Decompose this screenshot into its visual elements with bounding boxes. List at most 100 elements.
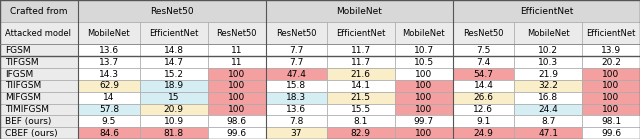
Bar xyxy=(207,115,266,127)
Bar xyxy=(140,80,207,92)
Bar xyxy=(514,115,582,127)
Bar xyxy=(327,22,395,44)
Bar xyxy=(207,92,266,104)
Text: 8.7: 8.7 xyxy=(541,117,556,126)
Text: 7.5: 7.5 xyxy=(476,46,491,55)
Text: 98.6: 98.6 xyxy=(227,117,246,126)
Text: TIFGSM: TIFGSM xyxy=(5,58,39,67)
Bar xyxy=(0,115,78,127)
Text: 47.1: 47.1 xyxy=(538,129,558,138)
Bar xyxy=(78,56,140,68)
Bar xyxy=(140,68,207,80)
Bar xyxy=(266,22,327,44)
Bar xyxy=(78,0,266,22)
Text: 99.6: 99.6 xyxy=(227,129,246,138)
Text: 15.8: 15.8 xyxy=(286,81,306,90)
Bar xyxy=(452,115,514,127)
Text: 13.7: 13.7 xyxy=(99,58,119,67)
Text: 7.4: 7.4 xyxy=(476,58,490,67)
Bar xyxy=(266,56,327,68)
Bar xyxy=(0,44,78,56)
Text: 10.2: 10.2 xyxy=(538,46,558,55)
Bar xyxy=(582,92,640,104)
Bar xyxy=(207,80,266,92)
Bar xyxy=(266,68,327,80)
Bar xyxy=(0,127,78,139)
Text: 7.8: 7.8 xyxy=(289,117,303,126)
Bar xyxy=(514,68,582,80)
Text: 10.5: 10.5 xyxy=(414,58,434,67)
Bar xyxy=(327,44,395,56)
Text: 99.6: 99.6 xyxy=(601,129,621,138)
Bar xyxy=(140,44,207,56)
Text: 18.3: 18.3 xyxy=(286,93,306,102)
Text: 13.6: 13.6 xyxy=(286,105,306,114)
Bar xyxy=(514,127,582,139)
Bar xyxy=(78,68,140,80)
Text: 14.3: 14.3 xyxy=(99,70,119,79)
Bar xyxy=(395,104,452,115)
Bar xyxy=(395,44,452,56)
Text: 24.9: 24.9 xyxy=(474,129,493,138)
Bar xyxy=(514,56,582,68)
Bar xyxy=(582,22,640,44)
Text: MobileNet: MobileNet xyxy=(403,29,445,38)
Text: 100: 100 xyxy=(415,70,433,79)
Text: 8.1: 8.1 xyxy=(354,117,368,126)
Bar xyxy=(514,44,582,56)
Text: BEF (ours): BEF (ours) xyxy=(5,117,51,126)
Bar xyxy=(0,92,78,104)
Text: 84.6: 84.6 xyxy=(99,129,119,138)
Text: 14.8: 14.8 xyxy=(164,46,184,55)
Bar xyxy=(327,56,395,68)
Text: 10.7: 10.7 xyxy=(414,46,434,55)
Text: 15.5: 15.5 xyxy=(351,105,371,114)
Text: FGSM: FGSM xyxy=(5,46,31,55)
Bar xyxy=(327,127,395,139)
Bar xyxy=(207,127,266,139)
Text: 10.3: 10.3 xyxy=(538,58,558,67)
Text: EfficientNet: EfficientNet xyxy=(149,29,198,38)
Bar xyxy=(452,92,514,104)
Bar xyxy=(452,44,514,56)
Text: 13.6: 13.6 xyxy=(99,46,119,55)
Text: 24.4: 24.4 xyxy=(538,105,558,114)
Text: 10.9: 10.9 xyxy=(164,117,184,126)
Bar xyxy=(266,80,327,92)
Bar xyxy=(207,68,266,80)
Bar xyxy=(452,127,514,139)
Bar xyxy=(207,44,266,56)
Bar xyxy=(514,22,582,44)
Text: MobileNet: MobileNet xyxy=(527,29,570,38)
Text: 100: 100 xyxy=(228,93,245,102)
Text: ResNet50: ResNet50 xyxy=(463,29,504,38)
Text: 14: 14 xyxy=(103,93,115,102)
Text: 100: 100 xyxy=(228,105,245,114)
Bar xyxy=(140,92,207,104)
Bar xyxy=(78,92,140,104)
Text: 100: 100 xyxy=(602,93,620,102)
Text: 57.8: 57.8 xyxy=(99,105,119,114)
Text: 20.2: 20.2 xyxy=(601,58,621,67)
Bar xyxy=(0,80,78,92)
Bar xyxy=(207,22,266,44)
Bar xyxy=(395,92,452,104)
Bar xyxy=(452,104,514,115)
Bar xyxy=(0,56,78,68)
Bar xyxy=(0,104,78,115)
Text: MIFGSM: MIFGSM xyxy=(5,93,41,102)
Bar xyxy=(514,80,582,92)
Text: 14.7: 14.7 xyxy=(164,58,184,67)
Bar xyxy=(395,127,452,139)
Text: 11: 11 xyxy=(231,46,243,55)
Bar xyxy=(140,104,207,115)
Text: MobileNet: MobileNet xyxy=(336,7,382,16)
Bar xyxy=(452,0,640,22)
Text: 54.7: 54.7 xyxy=(474,70,493,79)
Text: 20.9: 20.9 xyxy=(164,105,184,114)
Text: 7.7: 7.7 xyxy=(289,58,303,67)
Bar xyxy=(266,44,327,56)
Text: TIIFGSM: TIIFGSM xyxy=(5,81,42,90)
Text: 11.7: 11.7 xyxy=(351,58,371,67)
Bar xyxy=(582,104,640,115)
